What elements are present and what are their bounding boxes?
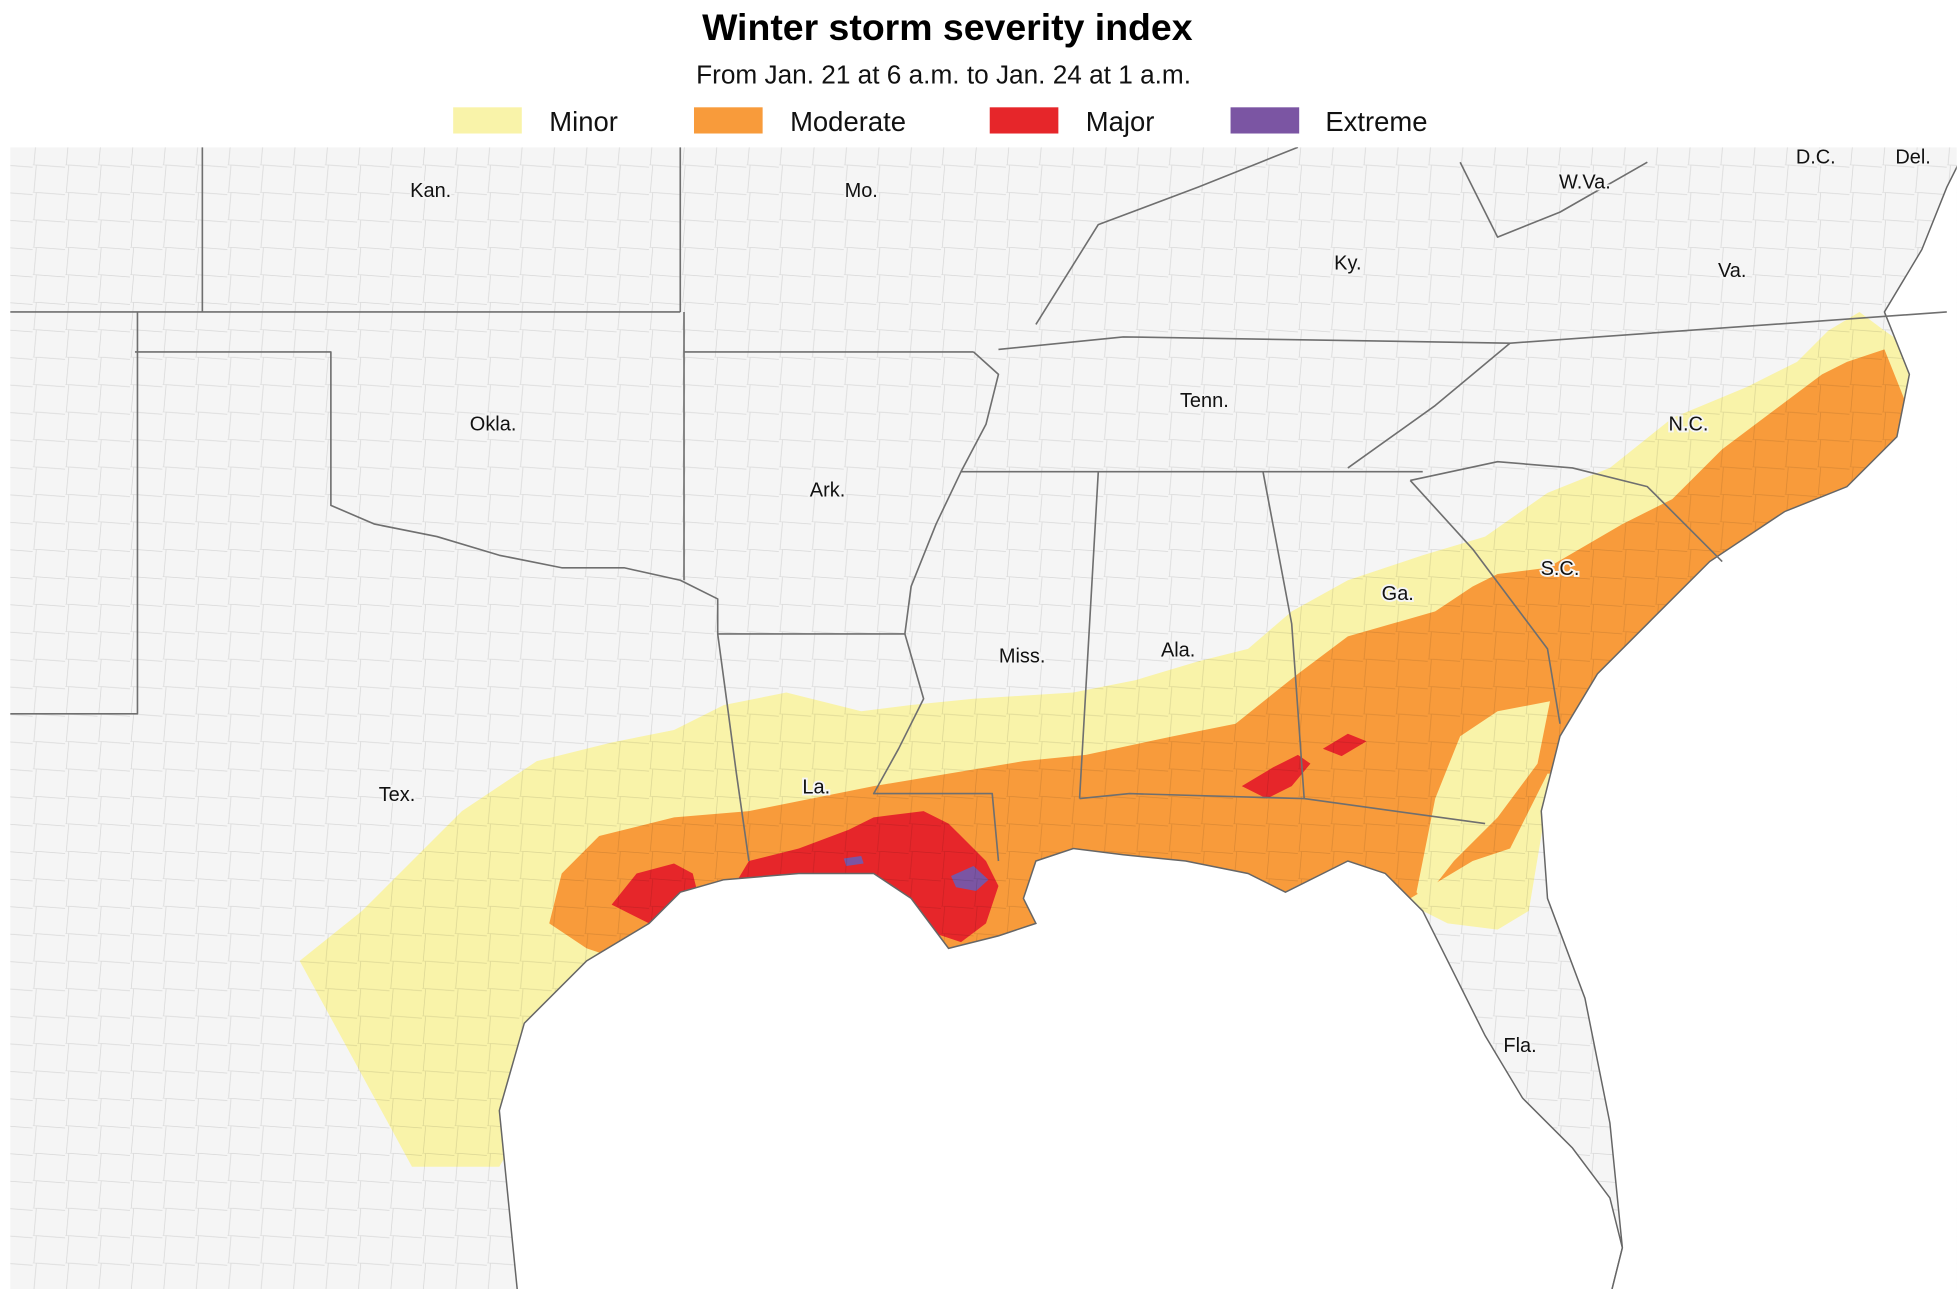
- state-labels: Kan. Mo. W.Va. D.C. Del. Ky. Va. Okla. T…: [377, 146, 1933, 1059]
- legend-label-extreme: Extreme: [1325, 106, 1427, 137]
- legend-swatch-moderate: [693, 107, 763, 134]
- legend-label-minor: Minor: [549, 106, 618, 137]
- label-arkansas: Ark.: [810, 480, 845, 502]
- label-georgia: Ga.: [1382, 583, 1414, 605]
- label-north-carolina: N.C.: [1669, 413, 1709, 435]
- label-kentucky: Ky.: [1334, 253, 1361, 275]
- label-oklahoma: Okla.: [470, 413, 517, 435]
- label-alabama: Ala.: [1161, 639, 1195, 661]
- legend-swatch-minor: [453, 107, 522, 134]
- label-delaware: Del.: [1895, 146, 1930, 168]
- chart-title: Winter storm severity index: [702, 6, 1193, 48]
- label-florida: Fla.: [1503, 1035, 1536, 1057]
- label-missouri: Mo.: [845, 180, 878, 202]
- legend-label-major: Major: [1086, 106, 1155, 137]
- label-texas: Tex.: [379, 784, 416, 806]
- label-kansas: Kan.: [410, 180, 451, 202]
- gulf-of-mexico: [498, 847, 1624, 1289]
- legend-swatch-major: [989, 107, 1059, 134]
- label-west-virginia: W.Va.: [1559, 171, 1611, 193]
- legend: Minor Moderate Major Extreme: [453, 106, 1428, 137]
- legend-swatch-extreme: [1230, 107, 1300, 134]
- map: Kan. Mo. W.Va. D.C. Del. Ky. Va. Okla. T…: [10, 146, 1957, 1289]
- label-dc: D.C.: [1796, 146, 1836, 168]
- atlantic-ocean: [1540, 165, 1957, 1289]
- label-tennessee: Tenn.: [1180, 390, 1229, 412]
- label-south-carolina: S.C.: [1541, 558, 1580, 580]
- label-louisiana: La.: [802, 777, 830, 799]
- label-mississippi: Miss.: [999, 646, 1046, 668]
- chart-subtitle: From Jan. 21 at 6 a.m. to Jan. 24 at 1 a…: [696, 60, 1191, 90]
- state-borders: [10, 147, 1947, 862]
- label-virginia: Va.: [1718, 260, 1746, 282]
- legend-label-moderate: Moderate: [790, 106, 906, 137]
